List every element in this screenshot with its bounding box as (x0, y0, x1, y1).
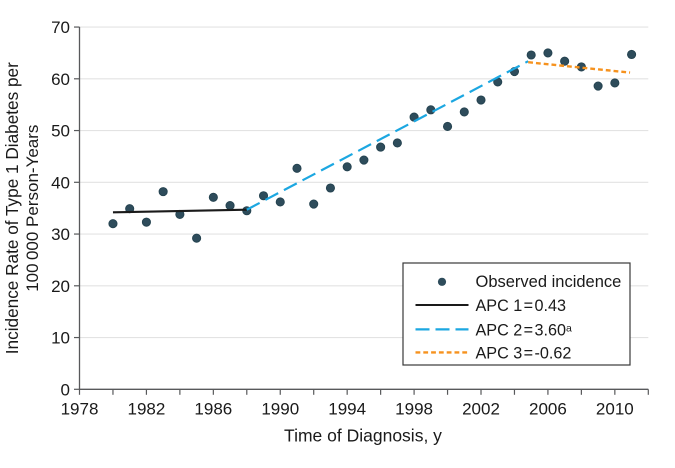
svg-text:40: 40 (51, 173, 70, 192)
svg-text:2002: 2002 (462, 399, 500, 418)
svg-text:1978: 1978 (61, 399, 99, 418)
svg-text:APC 3 = -0.62: APC 3 = -0.62 (476, 344, 572, 362)
svg-text:1994: 1994 (328, 399, 366, 418)
svg-text:60: 60 (51, 70, 70, 89)
svg-text:1998: 1998 (395, 399, 433, 418)
svg-text:Incidence Rate of Type 1 Diabe: Incidence Rate of Type 1 Diabetes per (2, 62, 22, 354)
svg-text:1990: 1990 (261, 399, 299, 418)
svg-text:10: 10 (51, 329, 70, 348)
svg-text:2010: 2010 (596, 399, 634, 418)
svg-text:1982: 1982 (128, 399, 166, 418)
svg-text:50: 50 (51, 122, 70, 141)
svg-text:1986: 1986 (194, 399, 232, 418)
svg-text:0: 0 (61, 380, 70, 399)
svg-text:70: 70 (51, 18, 70, 37)
svg-text:APC 1 = 0.43: APC 1 = 0.43 (476, 297, 566, 315)
svg-text:30: 30 (51, 225, 70, 244)
svg-text:100 000 Person-Years: 100 000 Person-Years (23, 125, 42, 292)
svg-text:2006: 2006 (529, 399, 567, 418)
svg-text:Observed incidence: Observed incidence (476, 273, 622, 291)
svg-text:20: 20 (51, 277, 70, 296)
svg-text:APC 2 = 3.60a: APC 2 = 3.60a (476, 321, 572, 339)
svg-text:Time of Diagnosis, y: Time of Diagnosis, y (284, 426, 442, 446)
